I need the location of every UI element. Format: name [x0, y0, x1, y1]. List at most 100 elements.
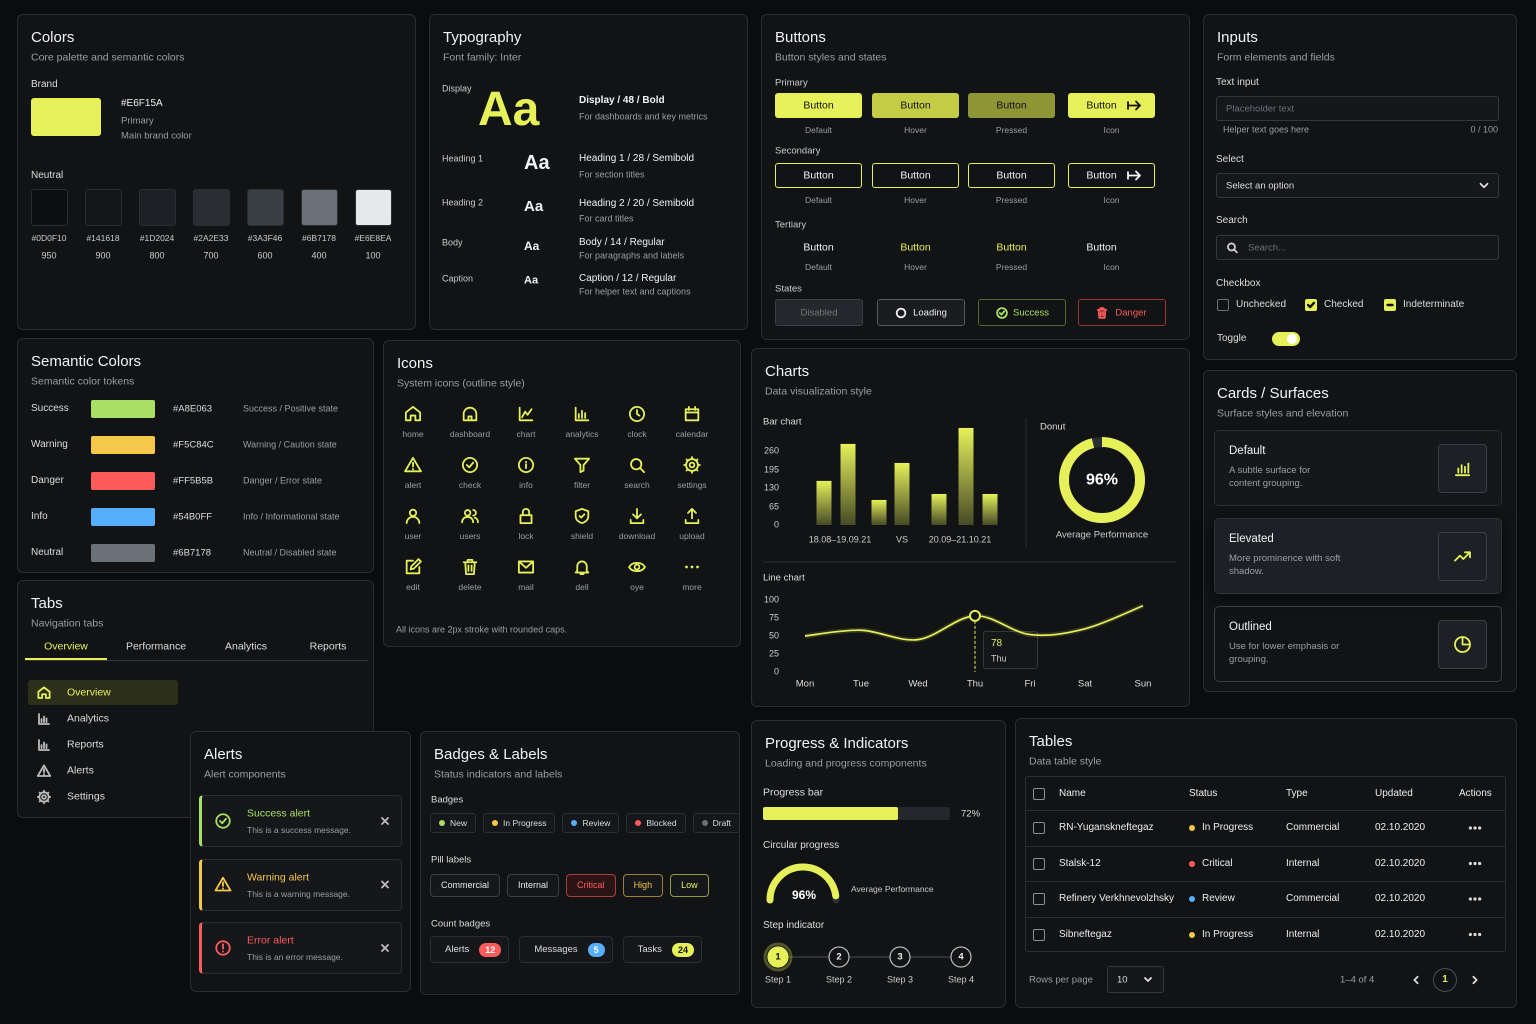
names: calendar [675, 428, 709, 439]
cell: In Progress [1202, 822, 1254, 833]
status-dot [1189, 896, 1195, 902]
text-input[interactable] [1216, 96, 1499, 121]
states: Hover [904, 261, 927, 272]
buttons: Button [803, 169, 834, 182]
cell: 02.10.2020 [1375, 857, 1426, 869]
count-label: Messages [534, 944, 578, 955]
state-button[interactable] [775, 299, 863, 326]
panel-subtitle: Core palette and semantic colors [31, 51, 185, 64]
alert-message: This is a warning message. [247, 888, 350, 899]
tab: Overview [44, 640, 88, 653]
page-button[interactable] [1433, 968, 1457, 992]
buttons: Button [1086, 241, 1117, 254]
count-label: Alerts [445, 944, 470, 955]
search-input[interactable] [1216, 235, 1499, 260]
hex: #A8E063 [173, 403, 213, 415]
panel-title: Cards / Surfaces [1217, 385, 1329, 402]
swatch [355, 189, 392, 226]
badge: In Progress [483, 813, 556, 833]
tab-divider [25, 660, 368, 661]
x-tick-label: Sat [1077, 678, 1093, 690]
state-button[interactable] [877, 299, 965, 326]
buttons: Button [996, 169, 1027, 182]
names: dashboard [449, 428, 491, 439]
hex: #3A3F46 [247, 232, 283, 243]
button[interactable] [968, 93, 1055, 118]
step-label: Step 1 [764, 974, 792, 985]
button[interactable] [872, 93, 959, 118]
state-button[interactable] [978, 299, 1066, 326]
panel-title: Alerts [204, 746, 243, 763]
pill-row: Commercial Internal Critical High Low [430, 874, 709, 897]
checkbox[interactable] [1033, 788, 1045, 800]
hex: #FF5B5B [173, 475, 214, 487]
pill: Commercial [430, 874, 501, 897]
panel-title: Colors [31, 29, 75, 46]
states: Default [805, 124, 832, 135]
checkbox[interactable] [1305, 299, 1317, 311]
step: 400 [311, 250, 327, 261]
card-desc: More prominence with soft shadow. [1229, 553, 1341, 577]
select[interactable] [1216, 173, 1499, 198]
names: users [459, 530, 481, 541]
card-title: Outlined [1229, 621, 1272, 634]
desc: Warning / Caution state [243, 439, 337, 450]
bar-value-label: 72% [961, 807, 981, 819]
card[interactable] [1214, 606, 1502, 682]
y-tick-label: 25 [768, 648, 779, 659]
names: delete [458, 581, 482, 592]
checkbox[interactable] [1033, 893, 1045, 905]
x-tick-label: Tue [852, 678, 870, 690]
names: more [682, 581, 702, 592]
cell: Review [1202, 893, 1235, 904]
count-label: Tasks [637, 944, 662, 955]
checkbox[interactable] [1217, 299, 1229, 311]
badge-dot [571, 820, 578, 826]
badge: Review [562, 813, 620, 833]
panel-subtitle: Data visualization style [765, 385, 872, 398]
button[interactable] [775, 93, 862, 118]
panel-title: Badges & Labels [434, 746, 548, 763]
name: Success [31, 403, 69, 414]
count-row: Alerts 12 Messages 5 Tasks 24 [430, 936, 702, 963]
x-tick-label: Thu [966, 678, 984, 690]
progress-fill [763, 807, 898, 820]
buttons: Button [1086, 99, 1117, 112]
button[interactable] [872, 163, 959, 188]
pill: Low [670, 874, 709, 897]
checkbox[interactable] [1033, 857, 1045, 870]
button[interactable] [775, 163, 862, 188]
checkbox[interactable] [1033, 822, 1045, 834]
name: Info [31, 511, 48, 522]
cell: 02.10.2020 [1375, 928, 1426, 940]
card-desc: Use for lower emphasis or grouping. [1229, 641, 1340, 665]
column-header: Name [1059, 788, 1086, 799]
button[interactable] [968, 163, 1055, 188]
checkbox[interactable] [1384, 299, 1396, 311]
page-size-select[interactable] [1107, 966, 1164, 993]
buttons: Button [900, 241, 931, 254]
button[interactable] [1068, 163, 1155, 188]
desc: For paragraphs and labels [579, 250, 685, 261]
states: Disabled [800, 307, 838, 319]
checkboxes: Checked [1324, 299, 1364, 310]
names: chart [516, 428, 536, 439]
pills-label: Pill labels [431, 854, 472, 866]
pill: Critical [566, 874, 616, 897]
buttons: Button [900, 169, 931, 182]
panel-subtitle: Navigation tabs [31, 617, 104, 630]
checkbox[interactable] [1033, 928, 1045, 941]
label: Tertiary [775, 219, 807, 231]
state-button[interactable] [1078, 299, 1166, 326]
step: 100 [365, 250, 381, 261]
desc: Neutral / Disabled state [243, 547, 337, 558]
brand-label: Brand [31, 79, 58, 90]
toggle-label: Toggle [1217, 333, 1247, 344]
cell: Sibneftegaz [1059, 928, 1112, 940]
states: Default [805, 194, 832, 205]
panel-subtitle: Surface styles and elevation [1217, 407, 1349, 420]
states: Pressed [995, 261, 1028, 272]
nav-active[interactable] [28, 680, 178, 705]
y-tick-label: 65 [768, 501, 779, 512]
y-tick-label: 0 [773, 666, 779, 677]
